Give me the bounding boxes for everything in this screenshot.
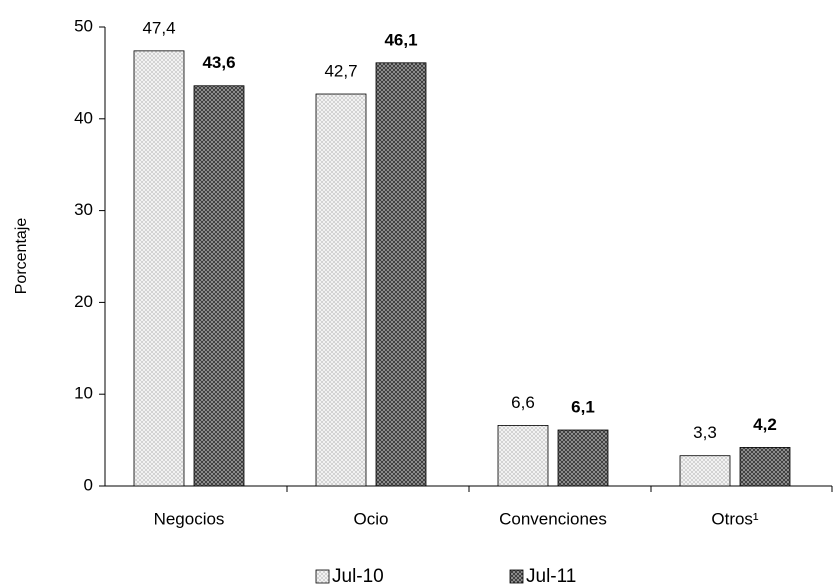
x-tick-label: Otros¹ (711, 509, 759, 528)
value-label: 3,3 (693, 423, 717, 442)
value-label: 46,1 (384, 30, 417, 49)
x-tick-label: Ocio (354, 509, 389, 528)
y-tick-label: 10 (74, 384, 93, 403)
y-tick-label: 0 (84, 475, 93, 494)
y-tick-label: 20 (74, 292, 93, 311)
value-label: 43,6 (202, 53, 235, 72)
y-tick-label: 30 (74, 200, 93, 219)
y-axis-label: Porcentaje (13, 218, 30, 295)
bar (497, 425, 549, 487)
y-tick-label: 40 (74, 108, 93, 127)
value-label: 42,7 (324, 61, 357, 80)
value-label: 6,6 (511, 393, 535, 412)
bar (375, 62, 427, 487)
bar (679, 455, 731, 487)
bar (315, 93, 367, 487)
x-tick-label: Negocios (154, 509, 225, 528)
legend-label: Jul-11 (526, 566, 576, 587)
bar (133, 50, 185, 487)
legend-label: Jul-10 (332, 566, 384, 587)
value-label: 47,4 (142, 18, 175, 37)
bar (193, 85, 245, 487)
bar (557, 429, 609, 487)
legend-swatch (509, 569, 524, 584)
y-tick-label: 50 (74, 16, 93, 35)
legend-swatch (315, 569, 330, 584)
value-label: 6,1 (571, 397, 595, 416)
value-label: 4,2 (753, 415, 777, 434)
x-tick-label: Convenciones (499, 509, 607, 528)
bar (739, 447, 791, 487)
